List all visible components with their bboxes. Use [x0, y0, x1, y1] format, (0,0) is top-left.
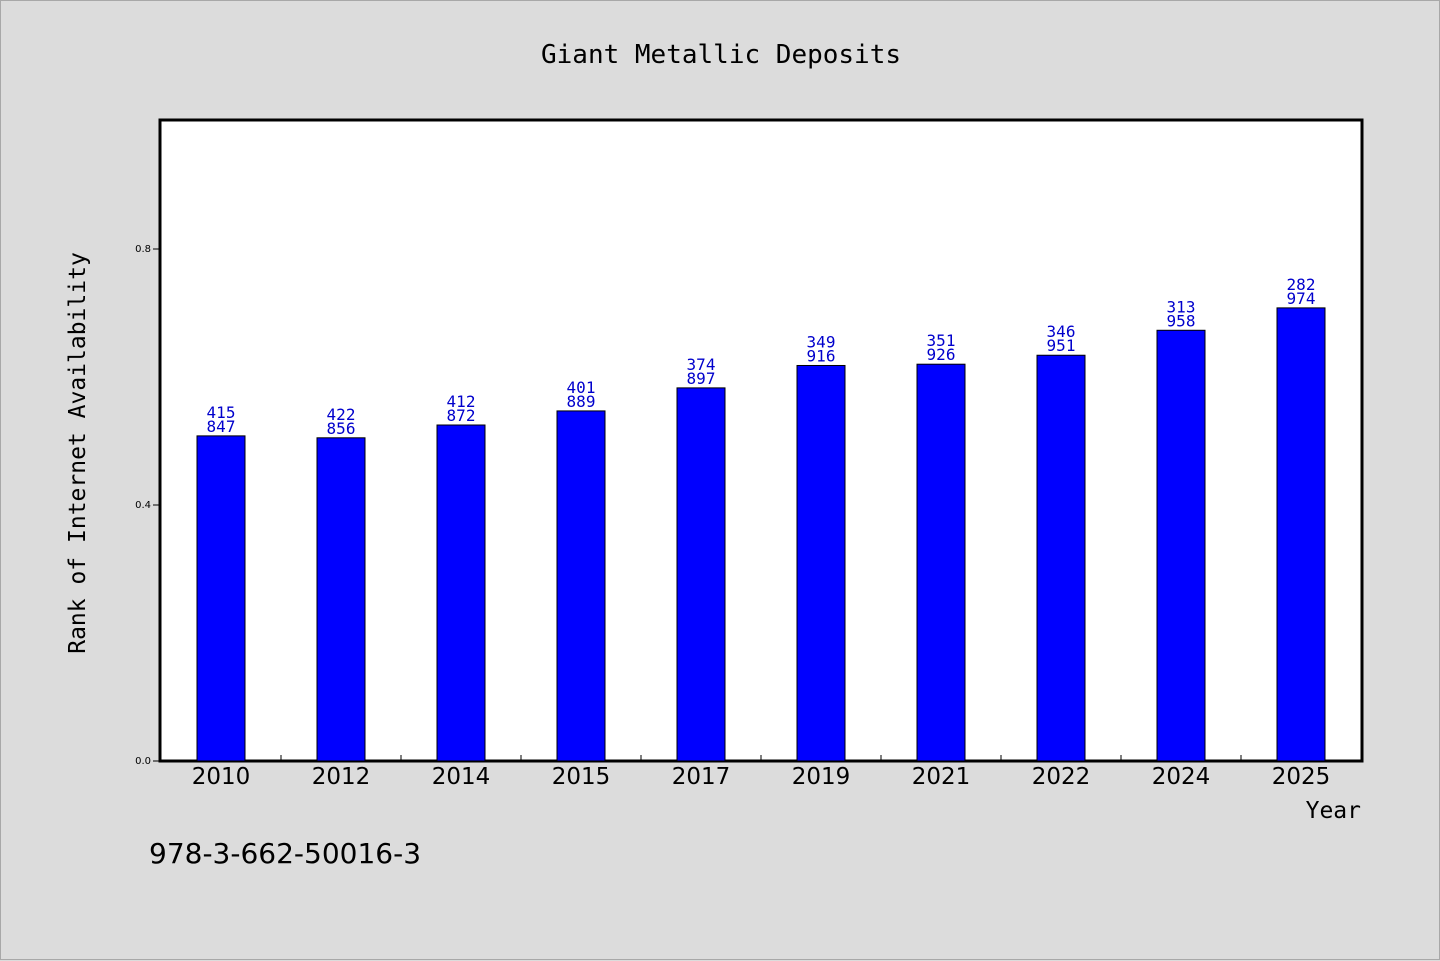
y-tick-label: 0.4: [135, 500, 151, 511]
bar-2019: [796, 364, 846, 762]
bar-2022: [1036, 354, 1086, 762]
x-tick-label: 2014: [432, 764, 491, 790]
bar-label-bottom: 974: [1287, 289, 1316, 308]
bar-label-top: 374: [687, 355, 716, 374]
bar-2025: [1276, 307, 1326, 762]
bar-label-bottom: 872: [447, 406, 476, 425]
x-tick-label: 2012: [312, 764, 371, 790]
chart-title: Giant Metallic Deposits: [541, 40, 901, 70]
bar-label-top: 313: [1167, 297, 1196, 316]
bar-label-bottom: 916: [807, 346, 836, 365]
bar-2010: [196, 435, 246, 762]
x-tick-label: 2019: [792, 764, 851, 790]
bar-label-top: 401: [567, 378, 596, 397]
bar-label-top: 412: [447, 392, 476, 411]
y-tick-label: 0.8: [135, 244, 151, 255]
bar-2024: [1156, 329, 1206, 762]
bar-label-bottom: 856: [327, 419, 356, 438]
x-tick-label: 2022: [1032, 764, 1091, 790]
x-axis-title: Year: [1306, 798, 1361, 824]
y-axis-title: Rank of Internet Availability: [65, 252, 91, 654]
x-axis: 2010 2012 2014 2015 2017 2019 2021 2022 2024 2025: [192, 755, 1331, 790]
bar-2014: [436, 424, 486, 762]
bar-label-top: 415: [207, 403, 236, 422]
bar-2021: [916, 363, 966, 762]
bar-label-bottom: 958: [1167, 311, 1196, 330]
bar-label-top: 349: [807, 332, 836, 351]
x-tick-label: 2017: [672, 764, 731, 790]
bar-label-top: 282: [1287, 275, 1316, 294]
bars-layer: [196, 307, 1326, 762]
bar-label-bottom: 926: [927, 345, 956, 364]
bar-label-bottom: 897: [687, 369, 716, 388]
bar-2012: [316, 437, 366, 762]
footer-code: 978-3-662-50016-3: [149, 837, 421, 870]
bar-label-top: 351: [927, 331, 956, 350]
y-tick-label: 0.0: [135, 756, 151, 767]
x-tick-label: 2024: [1152, 764, 1211, 790]
bar-label-bottom: 951: [1047, 336, 1076, 355]
bar-label-bottom: 847: [207, 417, 236, 436]
bar-label-bottom: 889: [567, 392, 596, 411]
bar-2017: [676, 387, 726, 762]
x-tick-label: 2021: [912, 764, 971, 790]
x-tick-label: 2015: [552, 764, 611, 790]
bar-label-top: 346: [1047, 322, 1076, 341]
y-axis: 0.0 0.4 0.8: [135, 244, 161, 767]
bar-2015: [556, 410, 606, 762]
x-tick-label: 2025: [1272, 764, 1331, 790]
bar-labels-layer: 4158474228564128724018893748973499163519…: [207, 275, 1316, 438]
bar-label-top: 422: [327, 405, 356, 424]
x-tick-label: 2010: [192, 764, 251, 790]
